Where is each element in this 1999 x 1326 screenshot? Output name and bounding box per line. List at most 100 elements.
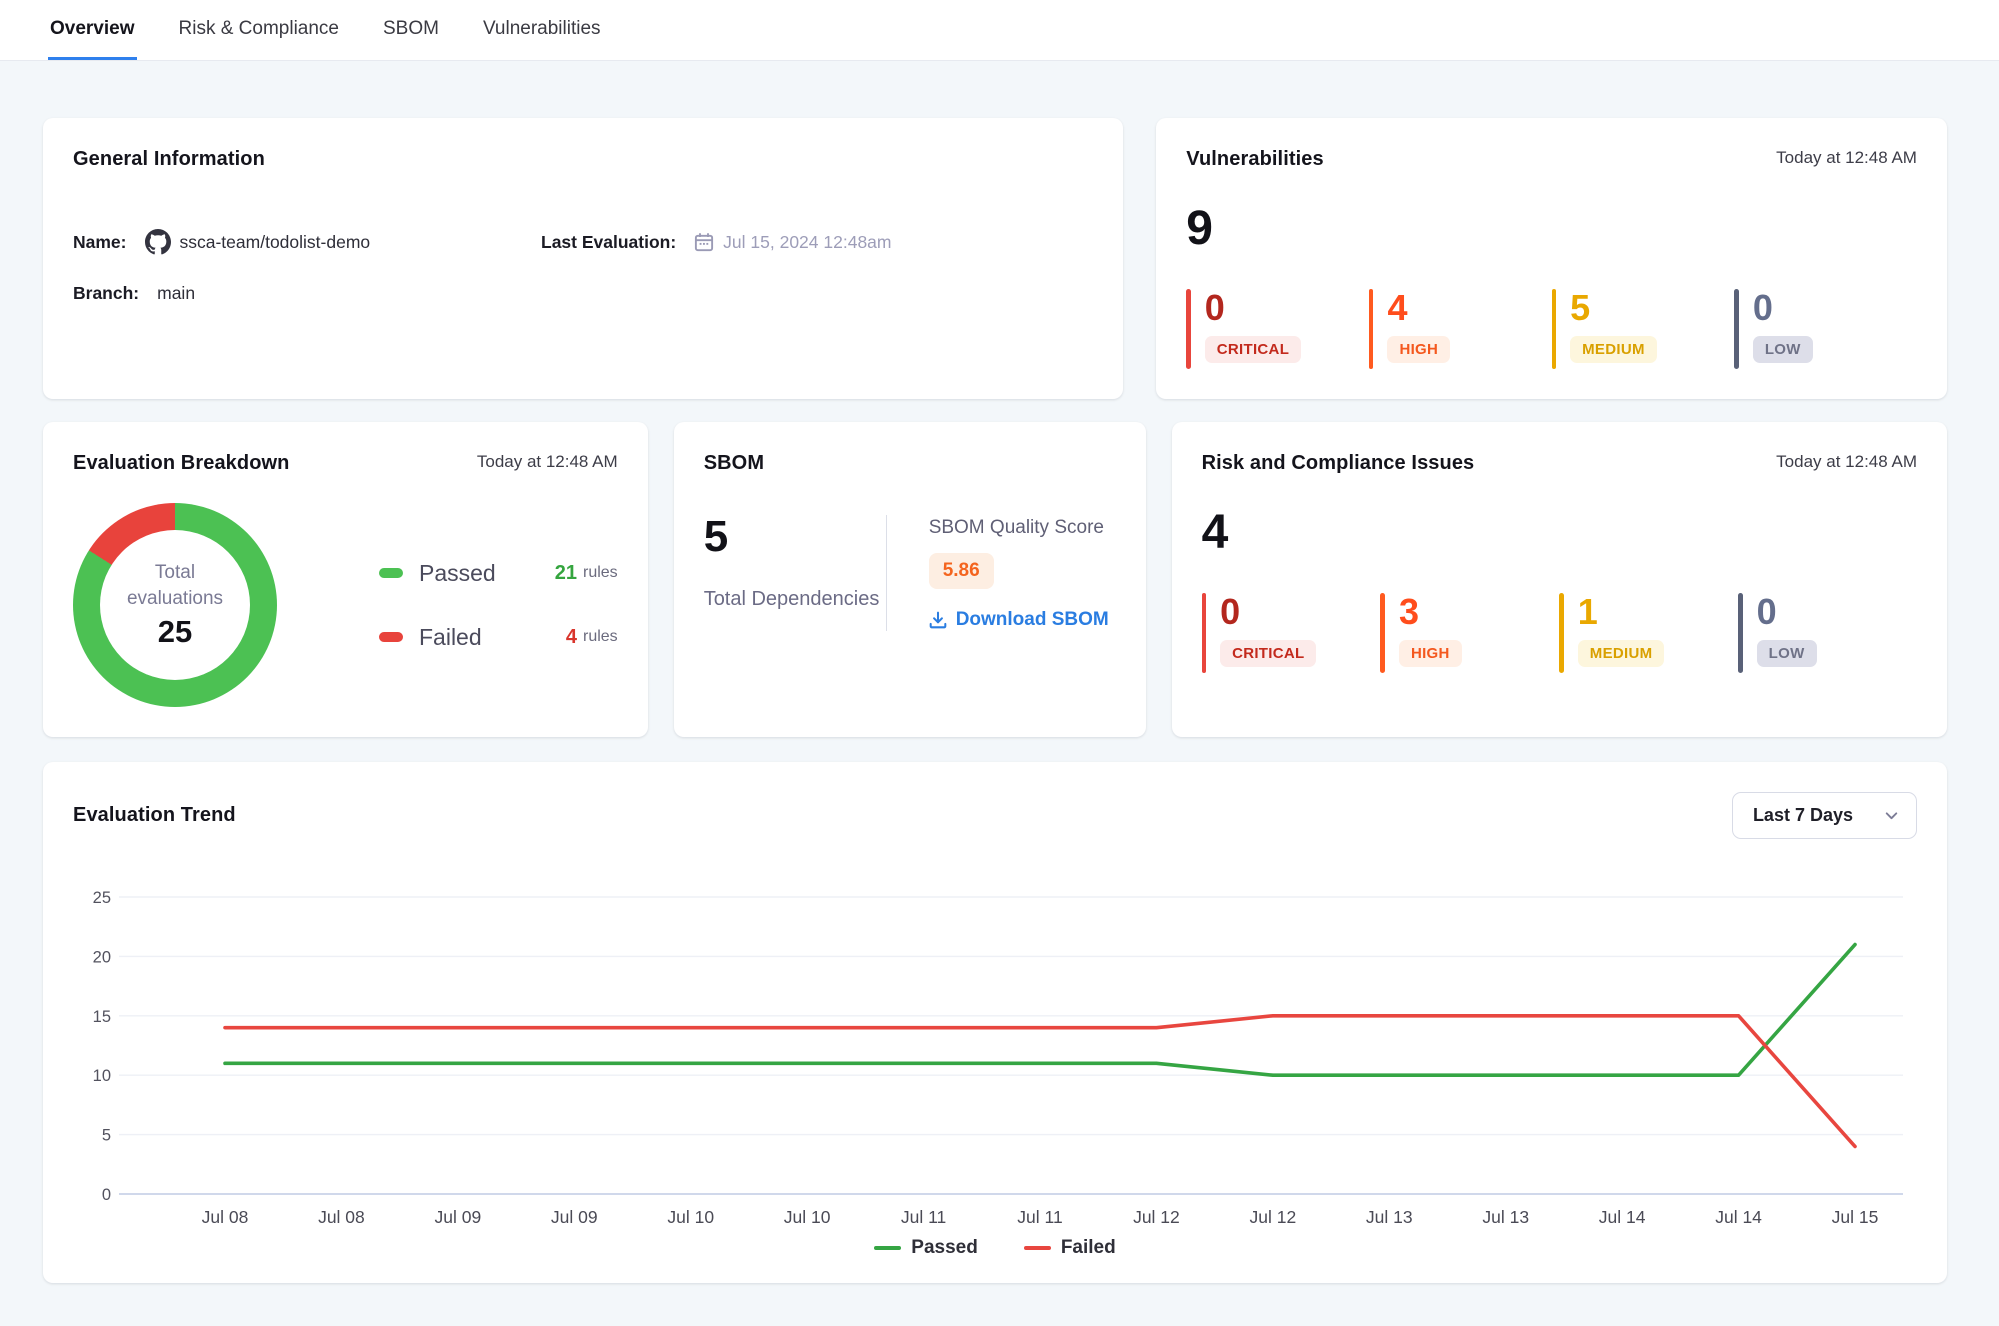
trend-chart-legend: Passed Failed	[73, 1237, 1917, 1259]
download-sbom-label: Download SBOM	[955, 609, 1109, 630]
sbom-divider	[885, 515, 887, 631]
trend-legend-passed: Passed	[874, 1237, 978, 1259]
trend-legend-failed: Failed	[1023, 1237, 1116, 1259]
branch-label: Branch:	[73, 283, 140, 303]
severity-bar	[1380, 593, 1385, 673]
sbom-title: SBOM	[703, 452, 765, 474]
evaluation-breakdown-legend: Passed 21 rules Failed 4 rules	[379, 560, 618, 651]
repo-name-value: ssca-team/todolist-demo	[179, 231, 371, 252]
x-tick-label-9: Jul 12	[1250, 1207, 1297, 1227]
severity-count: 1	[1577, 591, 1598, 632]
chevron-down-icon	[1883, 807, 1900, 824]
severity-bar	[1368, 289, 1374, 369]
x-tick-label-0: Jul 08	[202, 1207, 249, 1227]
repo-name-row: Name: ssca-team/todolist-demo	[73, 229, 541, 255]
failed-unit: rules	[583, 628, 618, 645]
severity-item-high: 3 HIGH	[1380, 593, 1559, 673]
passed-value: 21	[554, 561, 577, 584]
severity-badge: LOW	[1752, 335, 1813, 363]
severity-badge: CRITICAL	[1204, 335, 1302, 363]
evaluation-breakdown-title: Evaluation Breakdown	[73, 452, 290, 474]
sbom-card: SBOM 5 Total Dependencies SBOM Quality S…	[673, 422, 1146, 737]
severity-badge: MEDIUM	[1577, 639, 1665, 667]
tab-overview[interactable]: Overview	[48, 0, 137, 60]
severity-item-low: 0 LOW	[1738, 593, 1917, 673]
general-information-card: General Information Name: ssca-team/todo…	[43, 118, 1124, 399]
risk-compliance-total: 4	[1201, 506, 1229, 559]
vulnerabilities-severity-row: 0 CRITICAL 4 HIGH 5 MEDIUM 0 LOW	[1186, 289, 1917, 369]
legend-item-failed: Failed 4 rules	[379, 624, 618, 651]
severity-badge: LOW	[1756, 639, 1817, 667]
total-dependencies-value: 5	[703, 512, 729, 561]
x-tick-label-10: Jul 13	[1366, 1207, 1413, 1227]
severity-bar	[1734, 289, 1739, 369]
severity-item-medium: 5 MEDIUM	[1551, 289, 1735, 369]
github-icon	[144, 229, 171, 255]
time-range-value: Last 7 Days	[1752, 805, 1853, 825]
y-tick-label-20: 20	[93, 948, 111, 966]
tab-bar: Overview Risk & Compliance SBOM Vulnerab…	[0, 0, 1999, 61]
severity-badge: HIGH	[1398, 639, 1462, 667]
passed-unit: rules	[583, 564, 618, 581]
risk-compliance-card: Risk and Compliance Issues Today at 12:4…	[1171, 422, 1947, 737]
severity-badge: HIGH	[1387, 335, 1451, 363]
sbom-quality-score-label: SBOM Quality Score	[928, 517, 1104, 538]
vulnerabilities-title: Vulnerabilities	[1186, 148, 1324, 170]
tab-risk-compliance[interactable]: Risk & Compliance	[177, 0, 342, 60]
name-label: Name:	[73, 231, 127, 252]
severity-count: 4	[1387, 287, 1408, 328]
failed-label: Failed	[419, 623, 482, 650]
sbom-quality-score-badge: 5.86	[928, 553, 994, 589]
x-tick-label-3: Jul 09	[551, 1207, 598, 1227]
severity-item-high: 4 HIGH	[1368, 287, 1552, 369]
x-tick-label-13: Jul 14	[1715, 1207, 1762, 1227]
vulnerabilities-timestamp: Today at 12:48 AM	[1776, 148, 1917, 167]
severity-bar	[1186, 289, 1191, 369]
donut-total-value: 25	[157, 614, 193, 650]
last-evaluation-value: Jul 15, 2024 12:48am	[723, 231, 892, 252]
vulnerabilities-card: Vulnerabilities Today at 12:48 AM 9 0 CR…	[1156, 118, 1947, 399]
download-sbom-link[interactable]: Download SBOM	[929, 609, 1109, 631]
x-tick-label-6: Jul 11	[901, 1207, 946, 1227]
x-tick-label-7: Jul 11	[1017, 1207, 1062, 1227]
severity-bar	[1201, 593, 1207, 673]
trend-legend-passed-label: Passed	[911, 1237, 978, 1258]
dashboard-content: General Information Name: ssca-team/todo…	[0, 61, 1999, 1283]
tab-vulnerabilities[interactable]: Vulnerabilities	[481, 0, 603, 60]
x-tick-label-1: Jul 08	[318, 1207, 365, 1227]
severity-count: 0	[1756, 591, 1777, 632]
branch-value: main	[157, 283, 196, 303]
branch-row: Branch: main	[73, 283, 541, 304]
donut-center: Total evaluations 25	[100, 530, 250, 680]
trend-chart: 0 5 10 15 20 25 Jul 08 Jul 08 Jul 09 Jul 09 Jul 10…	[93, 889, 1903, 1227]
severity-count: 0	[1752, 287, 1773, 328]
x-tick-label-4: Jul 10	[667, 1207, 714, 1227]
total-dependencies-label: Total Dependencies	[703, 588, 880, 610]
y-tick-label-5: 5	[102, 1127, 111, 1145]
y-tick-label-10: 10	[93, 1067, 111, 1085]
risk-compliance-timestamp: Today at 12:48 AM	[1776, 452, 1917, 471]
x-tick-label-12: Jul 14	[1599, 1207, 1646, 1227]
tab-label: Vulnerabilities	[482, 17, 601, 39]
evaluation-trend-card: Evaluation Trend Last 7 Days 0 5 10 15 20 25 J…	[43, 762, 1947, 1283]
tab-label: SBOM	[383, 17, 439, 39]
passed-label: Passed	[419, 559, 496, 586]
y-tick-label-15: 15	[93, 1008, 111, 1026]
time-range-select[interactable]: Last 7 Days	[1731, 792, 1917, 839]
tab-sbom[interactable]: SBOM	[381, 0, 441, 60]
passed-swatch-icon	[379, 568, 403, 578]
x-tick-label-5: Jul 10	[784, 1207, 831, 1227]
trend-line-failed	[223, 1014, 1857, 1149]
evaluation-trend-title: Evaluation Trend	[73, 804, 236, 826]
passed-line-swatch-icon	[874, 1246, 902, 1250]
failed-line-swatch-icon	[1023, 1246, 1051, 1250]
calendar-icon	[694, 232, 714, 252]
x-tick-label-14: Jul 15	[1832, 1207, 1879, 1227]
general-information-title: General Information	[73, 148, 265, 170]
trend-line-passed	[223, 942, 1857, 1077]
evaluation-breakdown-timestamp: Today at 12:48 AM	[476, 452, 618, 471]
trend-legend-failed-label: Failed	[1060, 1237, 1116, 1258]
severity-count: 0	[1204, 287, 1225, 328]
vulnerabilities-total: 9	[1186, 202, 1213, 255]
tab-label: Risk & Compliance	[178, 17, 340, 39]
